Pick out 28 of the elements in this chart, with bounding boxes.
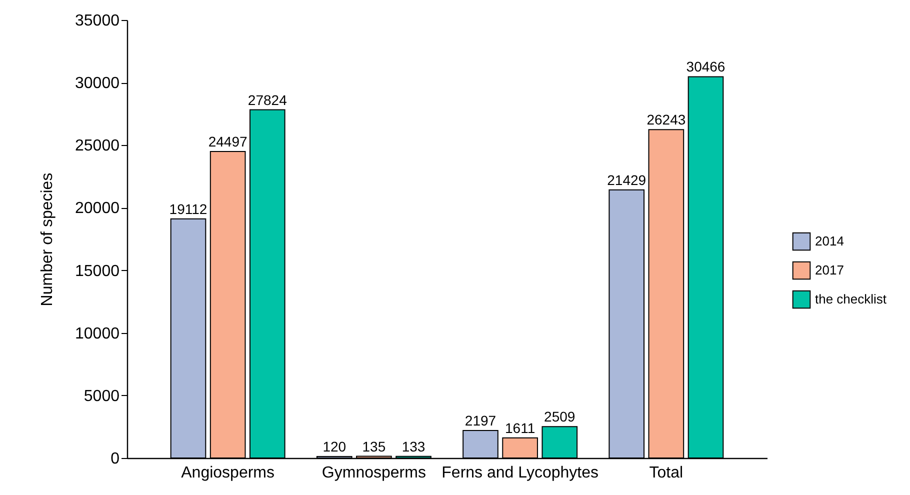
legend-label: the checklist — [815, 292, 887, 306]
data-label: 26243 — [646, 112, 686, 128]
x-tick-label: Total — [649, 464, 684, 482]
legend-label: 2014 — [815, 234, 844, 248]
y-tick-label: 35000 — [75, 12, 120, 30]
y-tick-label: 10000 — [75, 325, 120, 342]
y-tick-label: 30000 — [75, 75, 120, 92]
data-label: 21429 — [607, 172, 646, 188]
legend-label: 2017 — [815, 262, 844, 278]
y-tick-label: 5000 — [84, 388, 120, 405]
data-label: 24497 — [208, 133, 248, 150]
x-tick-label: Gymnosperms — [322, 464, 426, 482]
y-tick-label: 20000 — [75, 200, 120, 218]
y-axis-title: Number of species — [39, 172, 56, 306]
y-tick-label: 15000 — [75, 262, 120, 280]
data-label: 30466 — [686, 58, 726, 75]
data-label: 2197 — [464, 412, 496, 429]
data-label: 2509 — [544, 408, 576, 425]
data-label: 120 — [322, 438, 346, 454]
data-label: 135 — [362, 438, 386, 454]
data-label: 1611 — [505, 420, 536, 436]
y-tick-label: 0 — [110, 450, 120, 468]
data-label: 19112 — [169, 200, 208, 217]
x-tick-label: Angiosperms — [181, 464, 275, 482]
data-label: 27824 — [248, 92, 288, 108]
x-tick-label: Ferns and Lycophytes — [442, 464, 598, 482]
y-tick-label: 25000 — [75, 138, 120, 155]
data-label: 133 — [402, 438, 426, 454]
